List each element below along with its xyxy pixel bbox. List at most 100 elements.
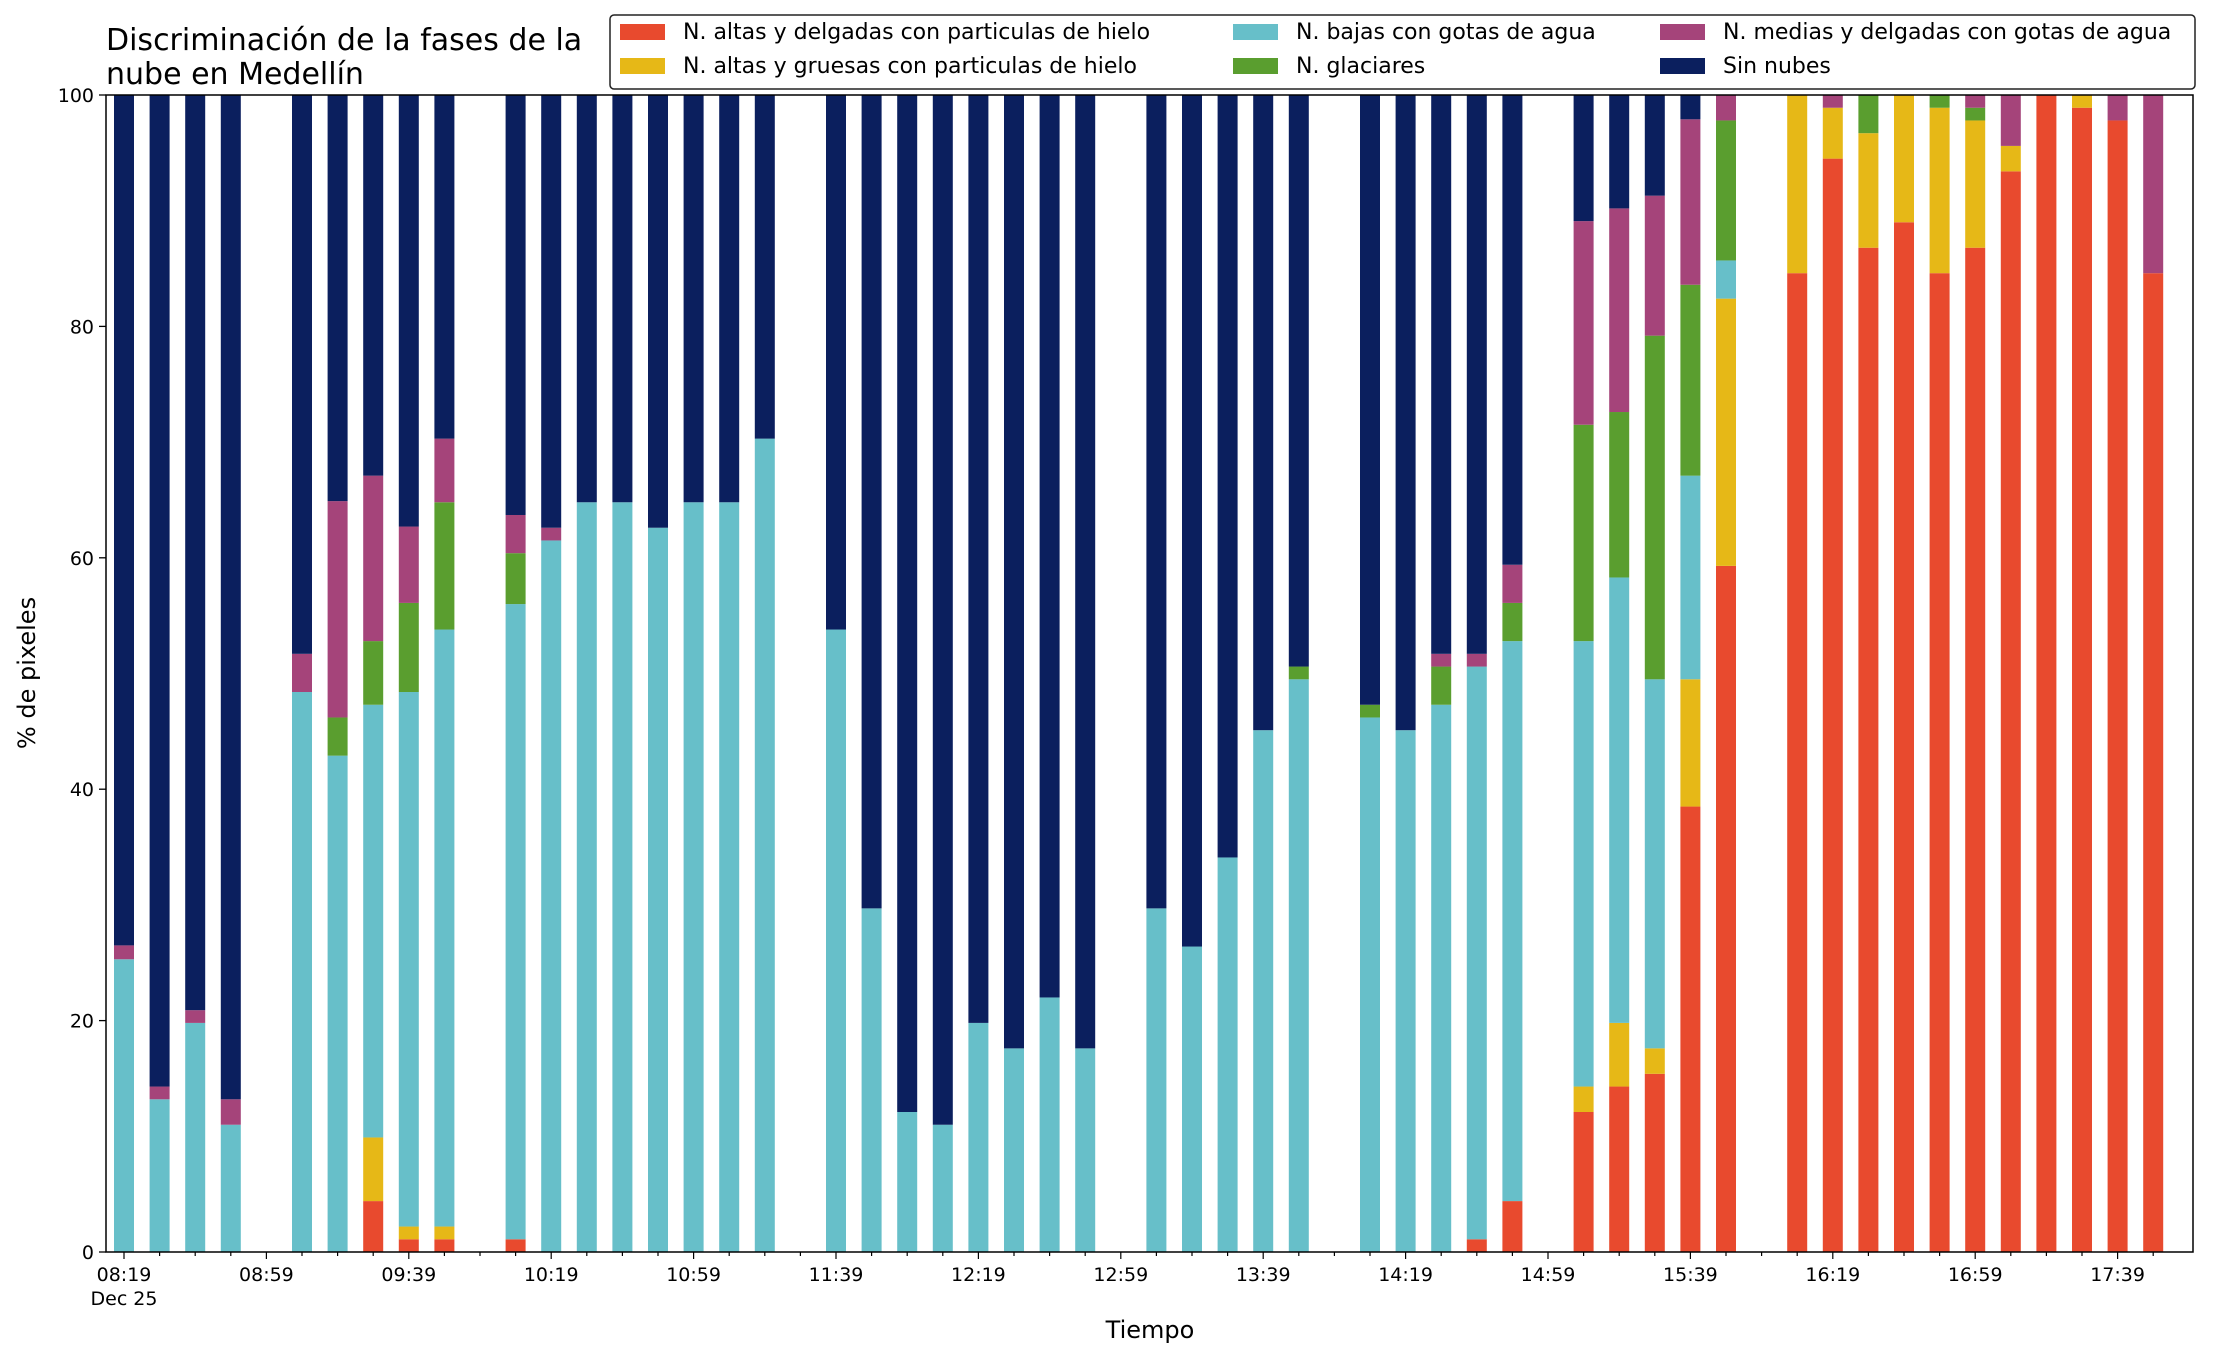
bar-segment-altas-gruesas bbox=[1644, 1048, 1665, 1074]
bar-segment-altas-gruesas bbox=[2072, 95, 2092, 108]
bar-segment-bajas-agua bbox=[1644, 679, 1665, 1049]
bar-segment-sin-nubes bbox=[1288, 95, 1309, 667]
bar-segment-medias-delgadas bbox=[1644, 195, 1665, 336]
legend-swatch-altas-delgadas bbox=[620, 24, 665, 40]
bar-segment-altas-delgadas bbox=[1644, 1073, 1665, 1252]
bar-segment-bajas-agua bbox=[327, 755, 348, 1252]
bar-segment-bajas-agua bbox=[612, 502, 633, 1252]
bar-segment-altas-delgadas bbox=[1716, 565, 1736, 1252]
x-tick-label: 16:19 bbox=[1805, 1264, 1860, 1286]
bar-segment-glaciares bbox=[1680, 284, 1701, 476]
bar-segment-sin-nubes bbox=[897, 95, 918, 1112]
bar-segment-glaciares bbox=[327, 717, 348, 756]
bar-segment-glaciares bbox=[1929, 95, 1950, 108]
bar-segment-sin-nubes bbox=[1644, 95, 1665, 196]
bar-segment-altas-gruesas bbox=[1573, 1086, 1594, 1112]
bar-segment-bajas-agua bbox=[220, 1124, 241, 1252]
bar-segment-bajas-agua bbox=[1609, 577, 1630, 1023]
y-tick-label: 20 bbox=[70, 1011, 94, 1033]
bar-segment-medias-delgadas bbox=[1573, 221, 1594, 425]
bar-segment-sin-nubes bbox=[932, 95, 953, 1125]
bar-segment-medias-delgadas bbox=[114, 945, 134, 960]
bar-segment-bajas-agua bbox=[1716, 260, 1736, 299]
bar-segment-medias-delgadas bbox=[1502, 564, 1523, 603]
bar-segment-sin-nubes bbox=[1431, 95, 1452, 654]
bar-segment-glaciares bbox=[1965, 107, 1986, 121]
bar-segment-sin-nubes bbox=[505, 95, 526, 515]
bar-segment-bajas-agua bbox=[897, 1112, 918, 1252]
bar-segment-sin-nubes bbox=[220, 95, 241, 1100]
bar-segment-altas-delgadas bbox=[1894, 222, 1914, 1252]
bar-segment-sin-nubes bbox=[968, 95, 989, 1023]
bar-segment-medias-delgadas bbox=[2107, 95, 2128, 121]
bar-segment-altas-gruesas bbox=[1822, 107, 1843, 159]
y-axis-label: % de pixeles bbox=[13, 597, 41, 749]
bar-segment-medias-delgadas bbox=[541, 527, 562, 541]
bar-segment-bajas-agua bbox=[149, 1099, 170, 1252]
bar-segment-medias-delgadas bbox=[363, 475, 384, 642]
bar-segment-sin-nubes bbox=[541, 95, 562, 528]
x-tick-label: 13:39 bbox=[1236, 1264, 1291, 1286]
y-tick-label: 60 bbox=[70, 548, 94, 570]
bar-segment-sin-nubes bbox=[719, 95, 740, 503]
bar-segment-sin-nubes bbox=[612, 95, 633, 503]
bar-segment-bajas-agua bbox=[1360, 717, 1380, 1252]
bar-segment-bajas-agua bbox=[1004, 1048, 1024, 1252]
bar-segment-medias-delgadas bbox=[1680, 119, 1701, 285]
bar-segment-bajas-agua bbox=[1466, 666, 1487, 1240]
bar-segment-medias-delgadas bbox=[185, 1010, 206, 1023]
chart-title-line-2: nube en Medellín bbox=[106, 57, 364, 92]
x-tick-label: 10:59 bbox=[666, 1264, 721, 1286]
bar-segment-bajas-agua bbox=[114, 959, 134, 1252]
bar-segment-bajas-agua bbox=[576, 502, 597, 1252]
bar-segment-bajas-agua bbox=[1253, 730, 1274, 1252]
x-tick-sublabel: Dec 25 bbox=[91, 1288, 158, 1310]
bar-segment-altas-delgadas bbox=[2000, 171, 2021, 1253]
bar-segment-bajas-agua bbox=[1395, 730, 1416, 1252]
y-tick-label: 80 bbox=[70, 316, 94, 338]
bar-segment-bajas-agua bbox=[754, 438, 775, 1252]
bar-segment-bajas-agua bbox=[292, 692, 312, 1252]
legend-swatch-glaciares bbox=[1233, 58, 1278, 74]
legend-label-glaciares: N. glaciares bbox=[1296, 54, 1425, 79]
bar-segment-medias-delgadas bbox=[149, 1086, 170, 1100]
chart-title-line-1: Discriminación de la fases de la bbox=[106, 23, 582, 58]
bar-segment-medias-delgadas bbox=[292, 653, 312, 693]
bar-segment-bajas-agua bbox=[1217, 857, 1238, 1252]
bar-segment-altas-gruesas bbox=[1609, 1022, 1630, 1087]
bar-segment-bajas-agua bbox=[719, 502, 740, 1252]
bar-segment-sin-nubes bbox=[434, 95, 455, 439]
bar-segment-altas-delgadas bbox=[1680, 806, 1701, 1252]
bar-segment-altas-delgadas bbox=[434, 1239, 455, 1252]
bar-segment-bajas-agua bbox=[1573, 641, 1594, 1087]
bar-segment-altas-gruesas bbox=[363, 1137, 384, 1202]
bar-segment-medias-delgadas bbox=[2000, 95, 2021, 146]
bar-segment-sin-nubes bbox=[1217, 95, 1238, 858]
bar-segment-sin-nubes bbox=[1039, 95, 1060, 998]
y-axis-ticks: 0 20 40 60 80 100 bbox=[58, 85, 106, 1264]
legend-swatch-altas-gruesas bbox=[620, 58, 665, 74]
bar-segment-sin-nubes bbox=[1146, 95, 1167, 909]
bar-segment-sin-nubes bbox=[576, 95, 597, 503]
y-tick-label: 0 bbox=[82, 1242, 94, 1264]
bar-segment-medias-delgadas bbox=[434, 438, 455, 503]
bar-segment-altas-delgadas bbox=[1466, 1239, 1487, 1252]
bar-segment-altas-delgadas bbox=[2107, 120, 2128, 1253]
legend-swatch-bajas-agua bbox=[1233, 24, 1278, 40]
bar-segment-bajas-agua bbox=[185, 1022, 206, 1252]
bar-segment-sin-nubes bbox=[754, 95, 775, 439]
bar-segment-medias-delgadas bbox=[505, 514, 526, 554]
bar-segment-bajas-agua bbox=[1288, 679, 1309, 1252]
bar-segment-medias-delgadas bbox=[327, 501, 348, 718]
bar-segment-sin-nubes bbox=[114, 95, 134, 946]
bar-segment-altas-gruesas bbox=[1894, 95, 1914, 223]
bar-segment-bajas-agua bbox=[826, 629, 846, 1252]
bar-segment-altas-delgadas bbox=[1502, 1201, 1523, 1252]
bar-segment-sin-nubes bbox=[1075, 95, 1096, 1049]
bar-segment-sin-nubes bbox=[826, 95, 846, 630]
bar-segment-altas-gruesas bbox=[2000, 145, 2021, 172]
bar-segment-sin-nubes bbox=[1680, 95, 1701, 120]
bar-segment-altas-delgadas bbox=[1609, 1086, 1630, 1252]
bar-segment-sin-nubes bbox=[861, 95, 882, 909]
bar-segment-bajas-agua bbox=[861, 908, 882, 1252]
